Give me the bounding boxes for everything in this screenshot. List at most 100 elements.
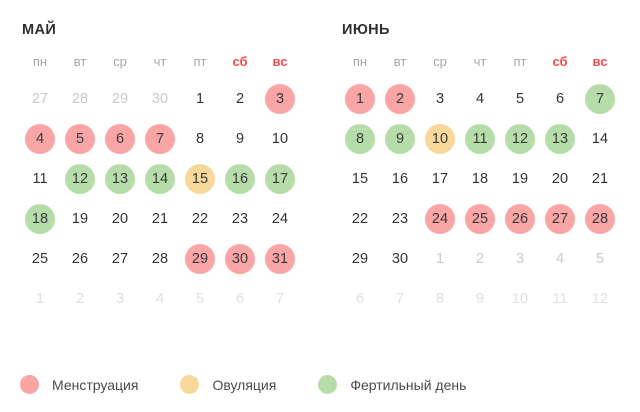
day-number: 5: [195, 291, 205, 307]
day-cell[interactable]: 28: [580, 199, 620, 239]
day-number: 20: [111, 211, 129, 227]
day-marker-fertile: 13: [105, 164, 135, 194]
day-cell[interactable]: 15: [340, 159, 380, 199]
day-cell[interactable]: 11: [540, 279, 580, 319]
day-cell[interactable]: 9: [220, 119, 260, 159]
day-cell[interactable]: 17: [420, 159, 460, 199]
day-number: 27: [31, 91, 49, 107]
day-cell[interactable]: 15: [180, 159, 220, 199]
day-cell[interactable]: 4: [20, 119, 60, 159]
day-cell[interactable]: 12: [500, 119, 540, 159]
day-cell[interactable]: 2: [60, 279, 100, 319]
day-cell[interactable]: 3: [260, 79, 300, 119]
day-cell[interactable]: 13: [100, 159, 140, 199]
day-cell[interactable]: 12: [580, 279, 620, 319]
day-cell[interactable]: 6: [340, 279, 380, 319]
day-cell[interactable]: 8: [180, 119, 220, 159]
day-cell[interactable]: 28: [140, 239, 180, 279]
day-cell[interactable]: 7: [580, 79, 620, 119]
day-cell[interactable]: 4: [460, 79, 500, 119]
day-cell[interactable]: 17: [260, 159, 300, 199]
day-cell[interactable]: 24: [260, 199, 300, 239]
day-cell[interactable]: 16: [380, 159, 420, 199]
day-cell[interactable]: 26: [60, 239, 100, 279]
day-cell[interactable]: 19: [60, 199, 100, 239]
day-cell[interactable]: 2: [460, 239, 500, 279]
day-cell[interactable]: 23: [220, 199, 260, 239]
day-cell[interactable]: 16: [220, 159, 260, 199]
day-cell[interactable]: 31: [260, 239, 300, 279]
day-cell[interactable]: 14: [580, 119, 620, 159]
day-cell[interactable]: 1: [20, 279, 60, 319]
day-cell[interactable]: 26: [500, 199, 540, 239]
day-cell[interactable]: 22: [340, 199, 380, 239]
weekday-label-сб: сб: [552, 54, 568, 69]
day-number: 3: [435, 91, 445, 107]
day-cell[interactable]: 30: [220, 239, 260, 279]
day-cell[interactable]: 4: [540, 239, 580, 279]
day-cell[interactable]: 7: [380, 279, 420, 319]
day-cell[interactable]: 3: [500, 239, 540, 279]
day-cell[interactable]: 11: [460, 119, 500, 159]
day-cell[interactable]: 2: [380, 79, 420, 119]
day-cell[interactable]: 19: [500, 159, 540, 199]
day-cell[interactable]: 25: [20, 239, 60, 279]
day-cell[interactable]: 30: [140, 79, 180, 119]
day-cell[interactable]: 8: [340, 119, 380, 159]
day-cell[interactable]: 24: [420, 199, 460, 239]
day-cell[interactable]: 7: [260, 279, 300, 319]
day-cell[interactable]: 5: [500, 79, 540, 119]
day-cell[interactable]: 14: [140, 159, 180, 199]
day-cell[interactable]: 4: [140, 279, 180, 319]
day-cell[interactable]: 1: [340, 79, 380, 119]
day-cell[interactable]: 22: [180, 199, 220, 239]
day-cell[interactable]: 11: [20, 159, 60, 199]
day-cell[interactable]: 29: [340, 239, 380, 279]
day-cell[interactable]: 30: [380, 239, 420, 279]
day-cell[interactable]: 3: [100, 279, 140, 319]
day-cell[interactable]: 25: [460, 199, 500, 239]
day-cell[interactable]: 29: [100, 79, 140, 119]
day-cell[interactable]: 21: [580, 159, 620, 199]
day-cell[interactable]: 23: [380, 199, 420, 239]
day-marker-fertile: 9: [385, 124, 415, 154]
day-cell[interactable]: 6: [220, 279, 260, 319]
day-cell[interactable]: 13: [540, 119, 580, 159]
day-cell[interactable]: 1: [180, 79, 220, 119]
day-cell[interactable]: 18: [20, 199, 60, 239]
day-cell[interactable]: 8: [420, 279, 460, 319]
day-cell[interactable]: 6: [540, 79, 580, 119]
day-cell[interactable]: 27: [20, 79, 60, 119]
day-cell[interactable]: 20: [540, 159, 580, 199]
day-cell[interactable]: 29: [180, 239, 220, 279]
day-marker-menstruation: 4: [25, 124, 55, 154]
day-cell[interactable]: 10: [420, 119, 460, 159]
day-cell[interactable]: 5: [180, 279, 220, 319]
day-cell[interactable]: 10: [260, 119, 300, 159]
day-cell[interactable]: 12: [60, 159, 100, 199]
day-cell[interactable]: 7: [140, 119, 180, 159]
day-number: 10: [511, 291, 529, 307]
day-cell[interactable]: 6: [100, 119, 140, 159]
day-cell[interactable]: 10: [500, 279, 540, 319]
day-marker-menstruation: 7: [145, 124, 175, 154]
legend-label: Фертильный день: [350, 376, 467, 393]
day-cell[interactable]: 20: [100, 199, 140, 239]
weekday-label-чт: чт: [473, 54, 487, 69]
day-cell[interactable]: 21: [140, 199, 180, 239]
day-cell[interactable]: 1: [420, 239, 460, 279]
day-cell[interactable]: 27: [100, 239, 140, 279]
day-cell[interactable]: 9: [460, 279, 500, 319]
day-cell[interactable]: 5: [60, 119, 100, 159]
day-cell[interactable]: 3: [420, 79, 460, 119]
day-marker-menstruation: 24: [425, 204, 455, 234]
day-cell[interactable]: 28: [60, 79, 100, 119]
day-cell[interactable]: 2: [220, 79, 260, 119]
day-cell[interactable]: 5: [580, 239, 620, 279]
day-cell[interactable]: 27: [540, 199, 580, 239]
weekday-label-пн: пн: [32, 54, 48, 69]
day-cell[interactable]: 18: [460, 159, 500, 199]
day-number: 25: [31, 251, 49, 267]
day-cell[interactable]: 9: [380, 119, 420, 159]
day-number: 11: [32, 171, 48, 187]
